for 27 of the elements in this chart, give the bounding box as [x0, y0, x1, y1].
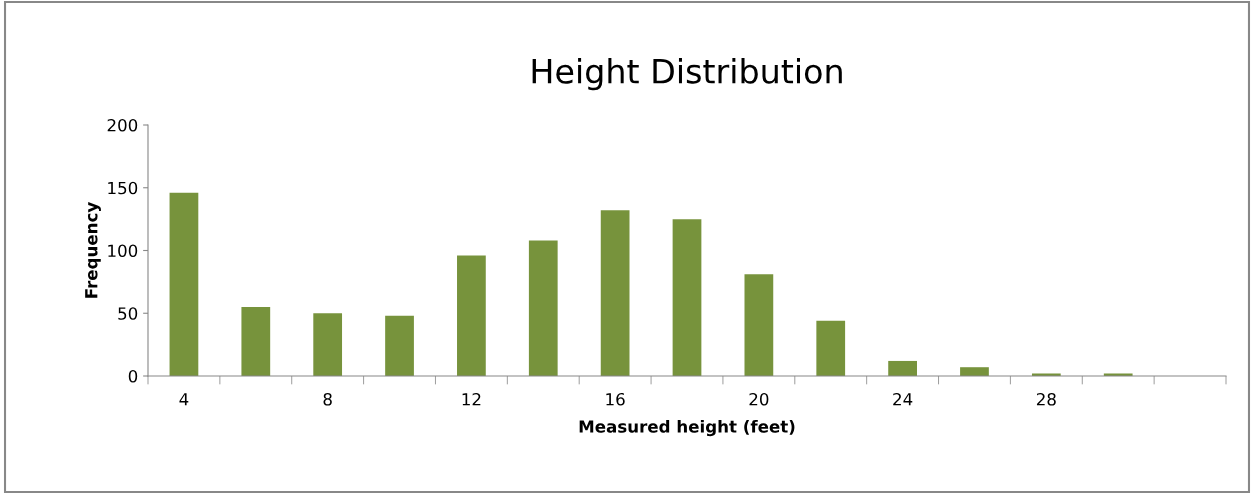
bar: [241, 306, 271, 376]
x-tick-label: 4: [179, 393, 189, 406]
x-tick-label: 24: [893, 392, 913, 406]
bar: [528, 240, 558, 376]
x-tick-label: 8: [323, 392, 332, 406]
y-axis-title: Frequency: [85, 202, 101, 298]
bar: [960, 367, 989, 376]
bar: [600, 210, 630, 376]
bar: [385, 315, 414, 376]
y-tick-label: 0: [128, 369, 138, 383]
x-tick-label: 12: [462, 392, 481, 406]
y-tick-label: 200: [107, 118, 138, 132]
bar: [744, 274, 774, 376]
bar: [672, 219, 702, 376]
y-tick-label: 100: [108, 244, 138, 258]
bar: [888, 360, 917, 376]
x-tick-label: 16: [606, 392, 625, 406]
bar: [457, 255, 486, 376]
x-axis-title: Measured height (feet): [579, 419, 795, 437]
x-tick-label: 28: [1036, 392, 1056, 406]
bar: [169, 192, 199, 376]
chart-title: Height Distribution: [532, 58, 842, 91]
bar: [313, 313, 343, 376]
x-tick-label: 20: [749, 392, 769, 406]
bar: [816, 320, 846, 376]
y-tick-label: 50: [118, 307, 138, 320]
y-tick-label: 150: [108, 181, 138, 195]
